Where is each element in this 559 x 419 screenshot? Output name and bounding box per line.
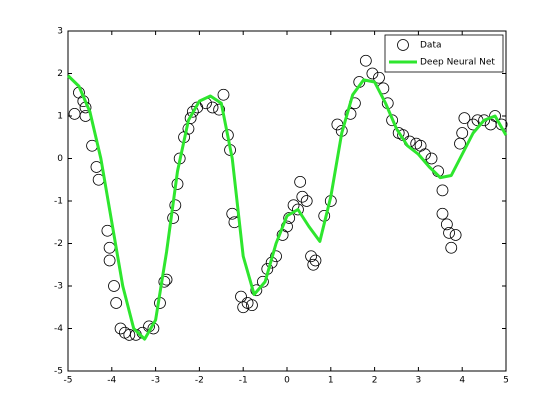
data-point <box>184 112 197 125</box>
data-point <box>305 250 317 263</box>
data-point <box>213 103 226 116</box>
data-point <box>206 101 219 114</box>
data-point <box>445 241 458 254</box>
legend-box <box>384 34 504 73</box>
legend-label: Deep Neural Net <box>420 58 495 68</box>
data-point <box>110 297 123 309</box>
data-point <box>366 67 379 80</box>
data-point <box>250 284 263 297</box>
y-tick-label: -3 <box>54 282 63 292</box>
data-point <box>292 203 304 216</box>
data-point <box>257 275 269 288</box>
data-point <box>359 54 372 67</box>
data-point <box>478 114 491 127</box>
data-point <box>458 112 471 125</box>
fit-line <box>66 74 508 341</box>
data-point <box>217 88 230 101</box>
data-point <box>425 152 438 165</box>
x-tick-label: -2 <box>195 376 204 386</box>
legend: Data Deep Neural Net <box>384 34 504 73</box>
y-tick-label: 0 <box>57 154 63 164</box>
data-point <box>449 229 462 241</box>
x-tick-label: 0 <box>284 376 290 386</box>
x-tick-label: 3 <box>416 376 422 386</box>
data-point <box>294 175 307 188</box>
data-point <box>114 322 127 335</box>
y-tick-label: 3 <box>57 27 63 37</box>
legend-marker <box>397 39 409 51</box>
y-tick-label: -4 <box>54 324 63 334</box>
data-point <box>344 107 357 120</box>
x-tick-label: 4 <box>459 376 465 386</box>
data-point <box>309 254 322 267</box>
data-point <box>300 195 313 207</box>
plot-area <box>67 30 507 372</box>
data-point <box>440 218 453 231</box>
data-point <box>103 254 116 267</box>
x-tick-label: 1 <box>328 376 334 386</box>
data-point <box>237 301 250 314</box>
data-point <box>373 71 385 84</box>
data-point <box>108 280 120 292</box>
data-point <box>436 184 449 197</box>
x-tick-label: 5 <box>503 376 509 386</box>
data-point <box>456 127 469 139</box>
x-tick-label: -4 <box>107 376 116 386</box>
y-tick-label: 1 <box>57 112 63 122</box>
data-point <box>489 110 501 122</box>
x-tick-label: 2 <box>372 376 378 386</box>
y-tick-label: -2 <box>54 239 63 249</box>
data-point <box>296 190 309 203</box>
data-point <box>246 299 258 312</box>
data-point <box>283 212 296 224</box>
data-point <box>123 328 136 341</box>
y-tick-label: -5 <box>54 367 63 377</box>
data-point <box>186 105 199 118</box>
data-point <box>443 226 455 239</box>
data-point <box>169 199 182 212</box>
y-tick-label: 2 <box>57 69 63 79</box>
y-tick-label: -1 <box>54 197 63 207</box>
legend-label: Data <box>420 41 442 51</box>
data-point <box>436 207 449 220</box>
x-tick-label: -3 <box>151 376 160 386</box>
data-point <box>158 275 171 288</box>
x-tick-label: -5 <box>64 376 73 386</box>
x-tick-label: -1 <box>239 376 248 386</box>
data-point <box>270 250 282 263</box>
